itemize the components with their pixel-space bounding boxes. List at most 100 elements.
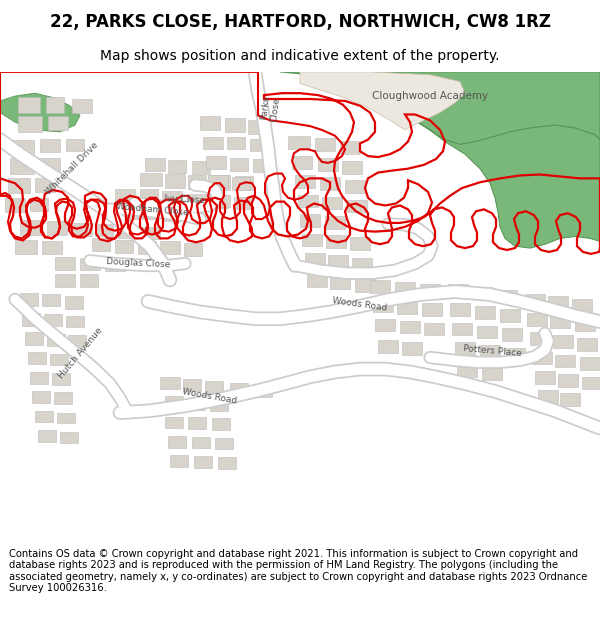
Bar — [572, 299, 592, 312]
Bar — [18, 97, 40, 112]
Bar — [46, 97, 64, 112]
Bar — [40, 139, 60, 152]
Bar — [480, 345, 500, 358]
Bar — [188, 176, 206, 189]
Bar — [187, 398, 205, 410]
Bar — [254, 384, 272, 397]
Bar — [115, 241, 133, 253]
Bar — [42, 294, 60, 306]
Bar — [320, 177, 340, 190]
Bar — [532, 352, 552, 364]
Bar — [482, 367, 502, 380]
Bar — [302, 234, 322, 246]
Bar — [188, 418, 206, 429]
Bar — [340, 141, 360, 154]
Bar — [577, 338, 597, 351]
Bar — [373, 299, 393, 312]
Bar — [300, 214, 320, 227]
Bar — [140, 189, 158, 202]
Bar — [345, 180, 365, 193]
Bar — [535, 371, 555, 384]
Bar — [525, 294, 545, 306]
Bar — [397, 301, 417, 314]
Bar — [184, 243, 202, 256]
Bar — [142, 208, 160, 219]
Bar — [370, 280, 390, 292]
Bar — [318, 158, 338, 171]
Text: Woods Road: Woods Road — [182, 387, 238, 406]
Bar — [227, 137, 245, 149]
Bar — [210, 399, 228, 411]
Polygon shape — [280, 72, 600, 144]
Bar — [402, 342, 422, 354]
Bar — [378, 340, 398, 352]
Text: Map shows position and indicative extent of the property.: Map shows position and indicative extent… — [100, 49, 500, 63]
Bar — [212, 419, 230, 430]
Bar — [322, 197, 342, 209]
Bar — [375, 319, 395, 331]
Bar — [420, 284, 440, 296]
Bar — [253, 159, 271, 172]
Bar — [50, 354, 68, 365]
Bar — [8, 178, 30, 193]
Bar — [80, 258, 100, 271]
Bar — [48, 116, 68, 130]
Bar — [105, 258, 125, 271]
Bar — [400, 321, 420, 333]
Bar — [65, 296, 83, 309]
Bar — [225, 118, 245, 132]
Bar — [18, 116, 42, 132]
Bar — [457, 364, 477, 377]
Bar — [170, 455, 188, 467]
Bar — [292, 156, 312, 169]
Bar — [527, 313, 547, 326]
Bar — [550, 316, 570, 328]
Bar — [20, 220, 42, 234]
Bar — [215, 438, 233, 449]
Bar — [68, 335, 86, 347]
Bar — [530, 332, 550, 345]
Bar — [57, 412, 75, 423]
Bar — [452, 322, 472, 335]
Bar — [477, 326, 497, 338]
Bar — [325, 216, 345, 229]
Bar — [330, 276, 350, 289]
Bar — [328, 255, 348, 268]
Bar — [307, 274, 327, 287]
Text: Contains OS data © Crown copyright and database right 2021. This information is : Contains OS data © Crown copyright and d… — [9, 549, 587, 593]
Text: Ivy Close: Ivy Close — [164, 194, 206, 205]
Bar — [165, 174, 185, 188]
Bar — [118, 206, 138, 219]
Bar — [32, 391, 50, 403]
Bar — [192, 437, 210, 449]
Bar — [165, 416, 183, 428]
Bar — [208, 176, 228, 188]
Bar — [54, 392, 72, 404]
Bar — [66, 316, 84, 328]
Bar — [502, 328, 522, 341]
Bar — [22, 313, 40, 326]
Bar — [44, 314, 62, 326]
Bar — [355, 279, 375, 292]
Text: Whitehall Drive: Whitehall Drive — [44, 141, 100, 197]
Bar — [188, 194, 206, 206]
Bar — [248, 120, 266, 134]
Bar — [234, 197, 252, 209]
Bar — [505, 348, 525, 361]
Bar — [30, 372, 48, 384]
Bar — [138, 241, 156, 254]
Bar — [232, 177, 250, 190]
Bar — [548, 296, 568, 309]
Text: Potters Place: Potters Place — [463, 344, 521, 357]
Bar — [218, 457, 236, 469]
Text: Woodham Close: Woodham Close — [115, 202, 188, 217]
Bar — [140, 173, 162, 186]
Bar — [350, 238, 370, 250]
Bar — [52, 373, 70, 384]
Bar — [230, 158, 248, 171]
Bar — [38, 158, 60, 172]
Bar — [200, 116, 220, 130]
Bar — [450, 303, 470, 316]
Bar — [80, 274, 98, 287]
Bar — [192, 161, 210, 174]
